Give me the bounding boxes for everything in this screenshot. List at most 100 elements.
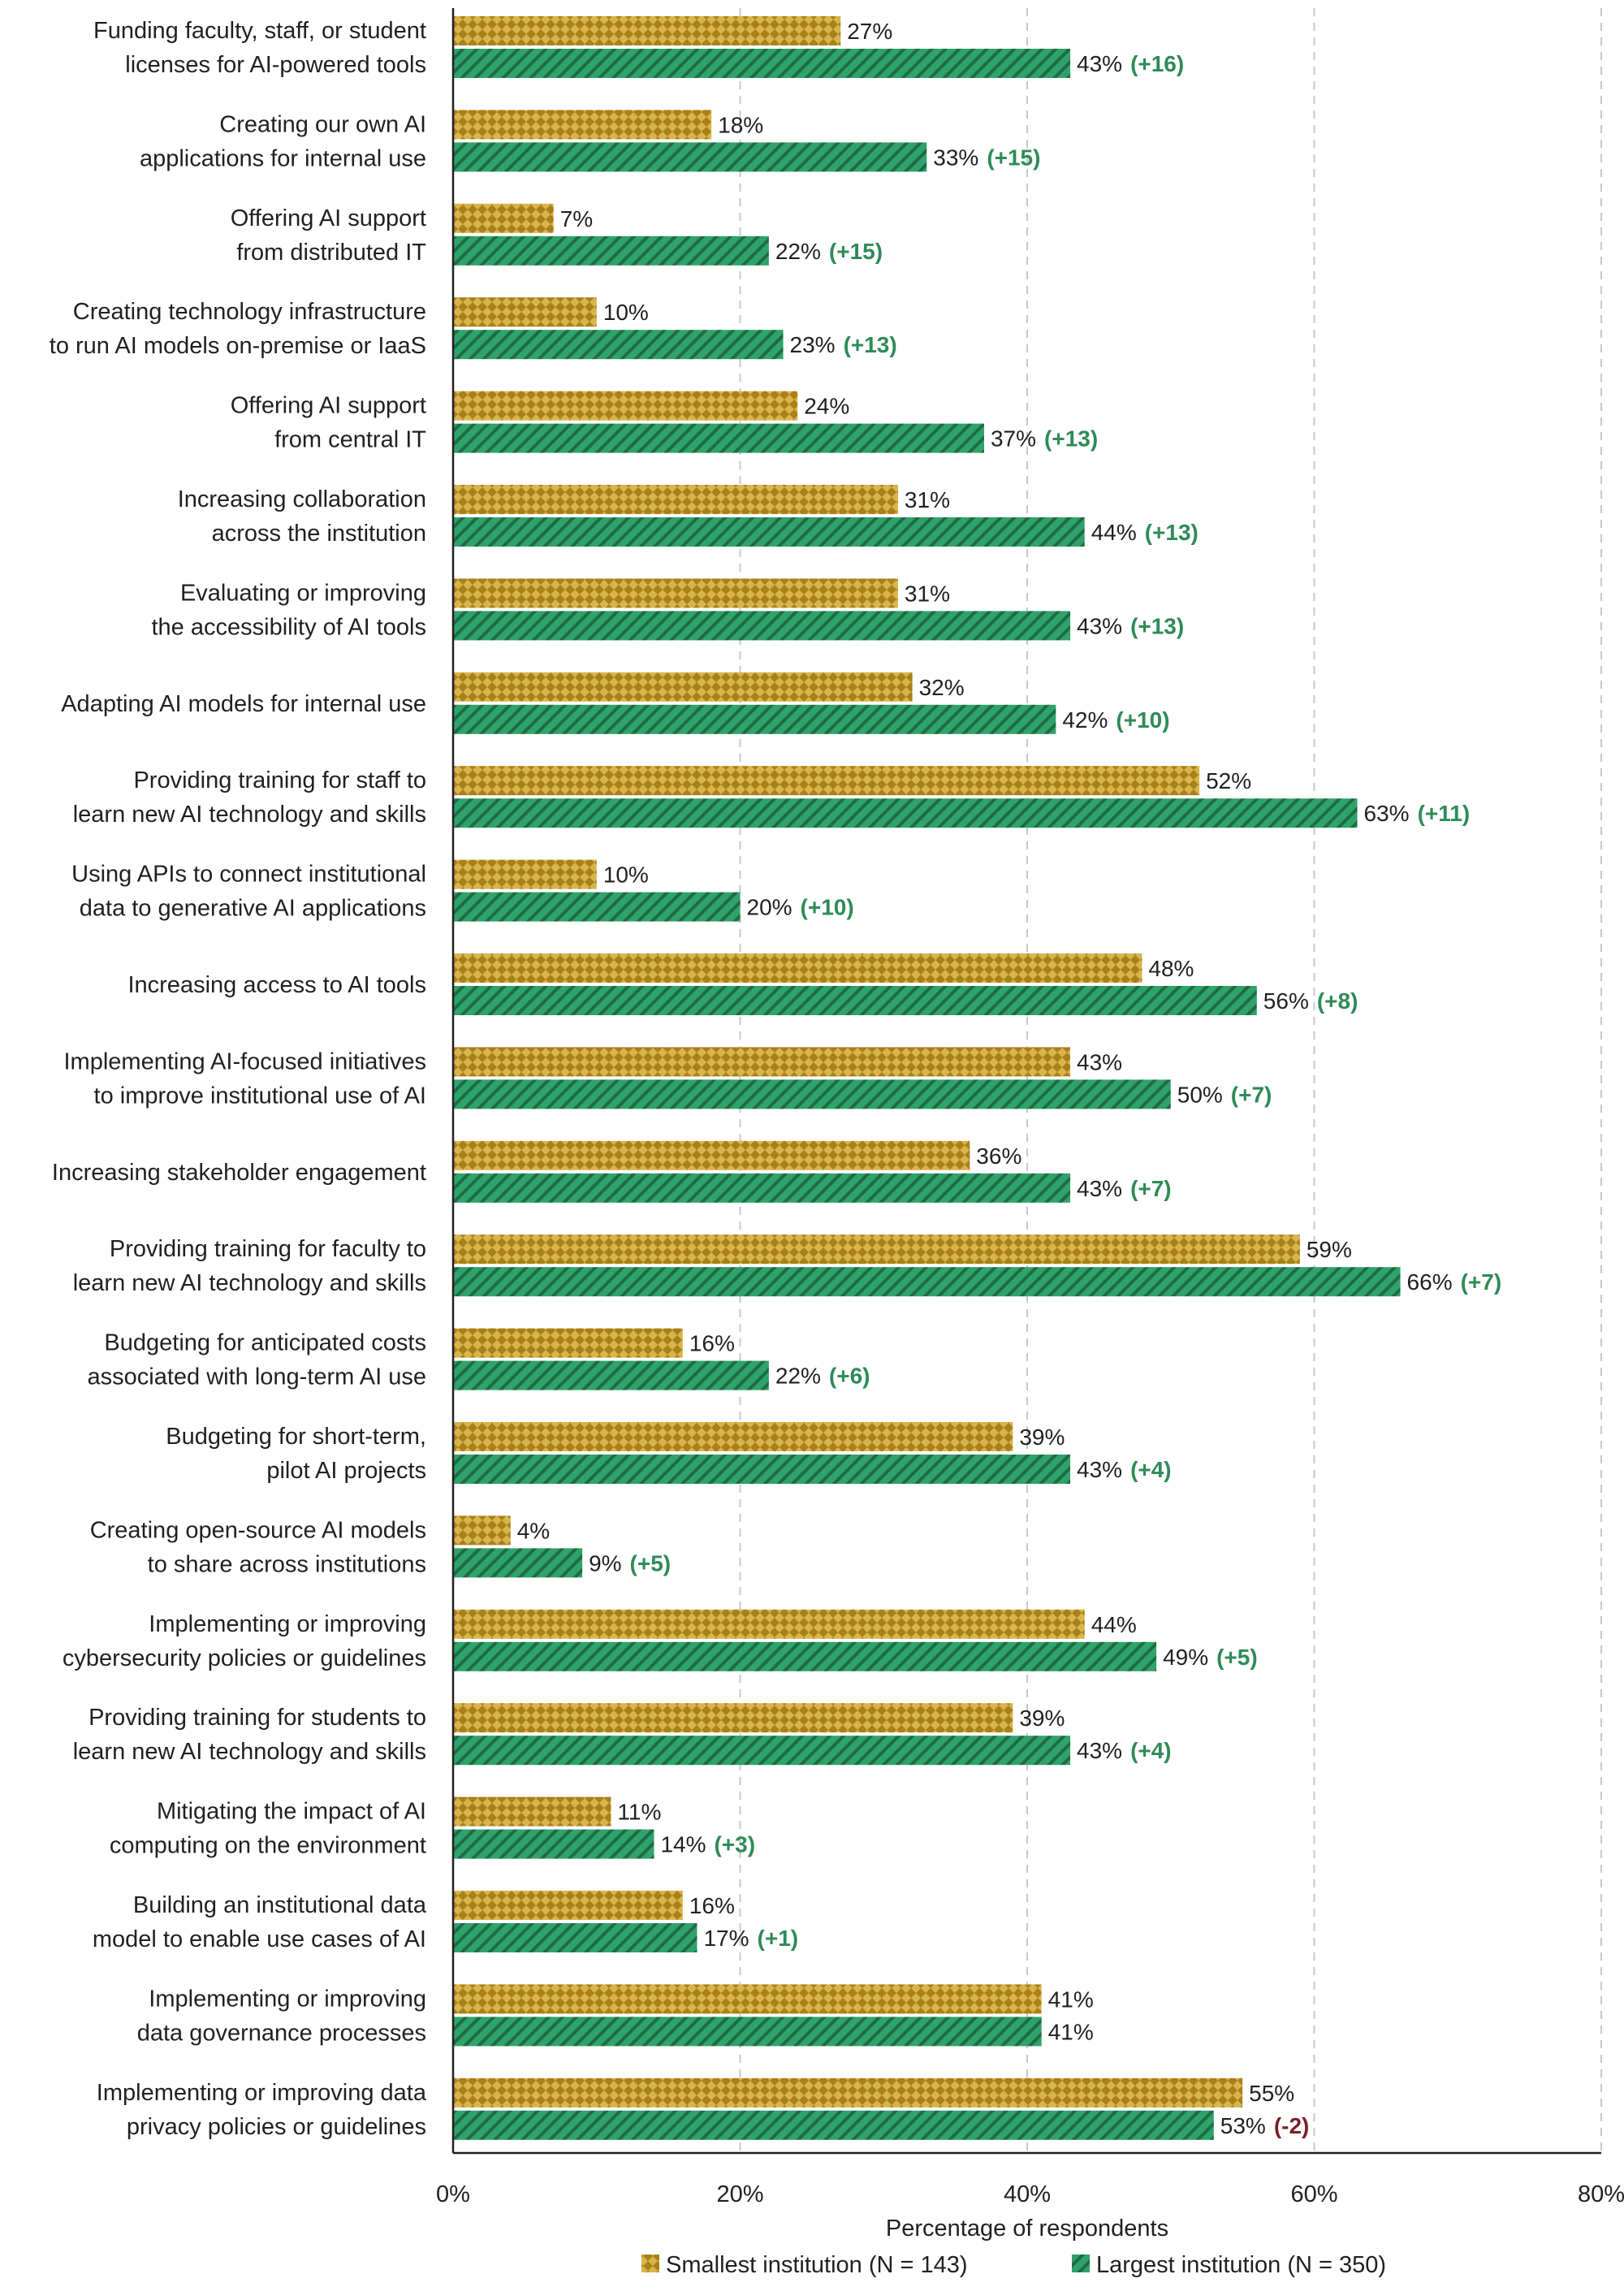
category-label-line: Budgeting for anticipated costs <box>104 1330 426 1356</box>
bar <box>453 203 554 233</box>
category-label: Adapting AI models for internal use <box>61 691 426 717</box>
category-label: Evaluating or improving the accessibility… <box>152 580 427 640</box>
bar <box>453 1047 1071 1077</box>
data-label: 48% <box>1148 956 1194 981</box>
bar <box>453 1703 1013 1733</box>
data-label: 59% <box>1307 1237 1352 1262</box>
category-label: Increasing stakeholder engagement <box>52 1160 426 1186</box>
category-label: Creating open-source AI models to share a… <box>90 1517 426 1577</box>
value-text: 22% <box>775 1364 821 1389</box>
tick-label: 80% <box>1578 2181 1624 2207</box>
data-label: 50% (+7) <box>1177 1082 1272 1107</box>
category-label-line: Creating our own AI <box>219 111 426 137</box>
value-text: 44% <box>1091 520 1137 545</box>
difference-text: (-2) <box>1274 2113 1310 2138</box>
category-label: Providing training for staff to learn new… <box>73 767 426 828</box>
bar <box>453 110 712 140</box>
category-label-line: from central IT <box>274 427 426 453</box>
bar <box>453 1829 654 1859</box>
data-label: 7% <box>560 206 593 231</box>
bar <box>453 236 769 266</box>
value-text: 66% <box>1407 1269 1453 1295</box>
category-label: Offering AI support from central IT <box>231 393 427 453</box>
tick-label: 20% <box>716 2181 763 2207</box>
category-label-line: Providing training for staff to <box>133 767 426 793</box>
category-label-line: to run AI models on-premise or IaaS <box>50 333 426 359</box>
bar <box>453 1609 1085 1639</box>
value-text: 10% <box>603 862 649 888</box>
value-text: 55% <box>1249 2081 1294 2106</box>
bar <box>453 1140 970 1170</box>
bar <box>453 986 1257 1015</box>
bar <box>453 49 1071 78</box>
category-label: Implementing or improving data governance… <box>137 1986 426 2046</box>
value-text: 42% <box>1062 707 1108 733</box>
category-label-line: Offering AI support <box>231 205 426 231</box>
bar <box>453 1079 1171 1109</box>
difference-text: (+13) <box>1145 520 1199 545</box>
value-text: 16% <box>689 1331 735 1356</box>
category-label-line: learn new AI technology and skills <box>73 802 426 828</box>
data-label: 55% <box>1249 2081 1294 2106</box>
category-label-line: the accessibility of AI tools <box>152 614 427 640</box>
category-label-line: Providing training for students to <box>89 1705 426 1731</box>
bars: 27% 43% (+16) 18% 33% (+15) 7% 22% (+15) 10% 23% (+… <box>453 16 1501 2140</box>
category-label-line: Increasing access to AI tools <box>127 972 426 998</box>
data-label: 39% <box>1019 1425 1065 1450</box>
difference-text: (+15) <box>987 145 1040 170</box>
bar <box>453 859 597 889</box>
category-label-line: Increasing collaboration <box>178 486 426 512</box>
data-label: 31% <box>905 487 950 512</box>
bar <box>453 892 741 922</box>
data-label: 11% <box>617 1800 661 1825</box>
category-label-line: to improve institutional use of AI <box>94 1083 426 1109</box>
bar <box>453 2017 1042 2047</box>
category-label: Budgeting for short-term, pilot AI projec… <box>166 1424 426 1484</box>
data-label: 22% (+6) <box>775 1364 870 1389</box>
data-label: 22% (+15) <box>775 239 883 264</box>
bar <box>453 297 597 327</box>
data-label: 18% <box>718 112 763 137</box>
value-text: 36% <box>976 1144 1021 1169</box>
data-label: 31% <box>905 581 950 606</box>
category-label-line: model to enable use cases of AI <box>93 1926 426 1952</box>
value-text: 9% <box>589 1550 621 1576</box>
bar <box>453 1267 1401 1297</box>
category-label-line: Creating open-source AI models <box>90 1517 426 1543</box>
data-label: 52% <box>1206 768 1251 793</box>
data-label: 16% <box>689 1893 735 1918</box>
category-label: Providing training for students to learn … <box>73 1705 426 1765</box>
data-label: 56% (+8) <box>1263 988 1358 1014</box>
category-label: Implementing AI-focused initiatives to im… <box>64 1048 427 1109</box>
category-label-line: pilot AI projects <box>266 1458 426 1484</box>
bar <box>453 704 1056 734</box>
bar <box>453 1515 511 1546</box>
value-text: 43% <box>1077 1738 1122 1763</box>
category-label: Building an institutional data model to e… <box>93 1892 427 1952</box>
difference-text: (+3) <box>714 1832 755 1857</box>
category-label: Increasing access to AI tools <box>127 972 426 998</box>
category-label: Increasing collaboration across the insti… <box>178 486 426 547</box>
tick-label: 0% <box>436 2181 470 2207</box>
value-text: 41% <box>1048 2019 1094 2044</box>
difference-text: (+11) <box>1418 801 1471 826</box>
value-text: 43% <box>1077 613 1122 638</box>
value-text: 10% <box>603 300 649 325</box>
legend-swatch <box>1072 2255 1090 2272</box>
category-label-line: Implementing or improving <box>149 1611 426 1637</box>
bar <box>453 1984 1042 2014</box>
data-label: 37% (+13) <box>991 426 1098 452</box>
bar <box>453 611 1071 641</box>
bar <box>453 2077 1243 2108</box>
bar <box>453 798 1358 828</box>
category-label: Creating technology infrastructure to run… <box>50 299 426 359</box>
bar <box>453 1328 683 1358</box>
bar <box>453 423 984 453</box>
bar <box>453 391 798 421</box>
category-label-line: applications for internal use <box>140 145 426 171</box>
difference-text: (+4) <box>1130 1738 1172 1763</box>
tick-label: 60% <box>1290 2181 1337 2207</box>
category-label: Mitigating the impact of AI computing on … <box>110 1799 426 1859</box>
value-text: 52% <box>1206 768 1251 793</box>
bar <box>453 1923 698 1952</box>
